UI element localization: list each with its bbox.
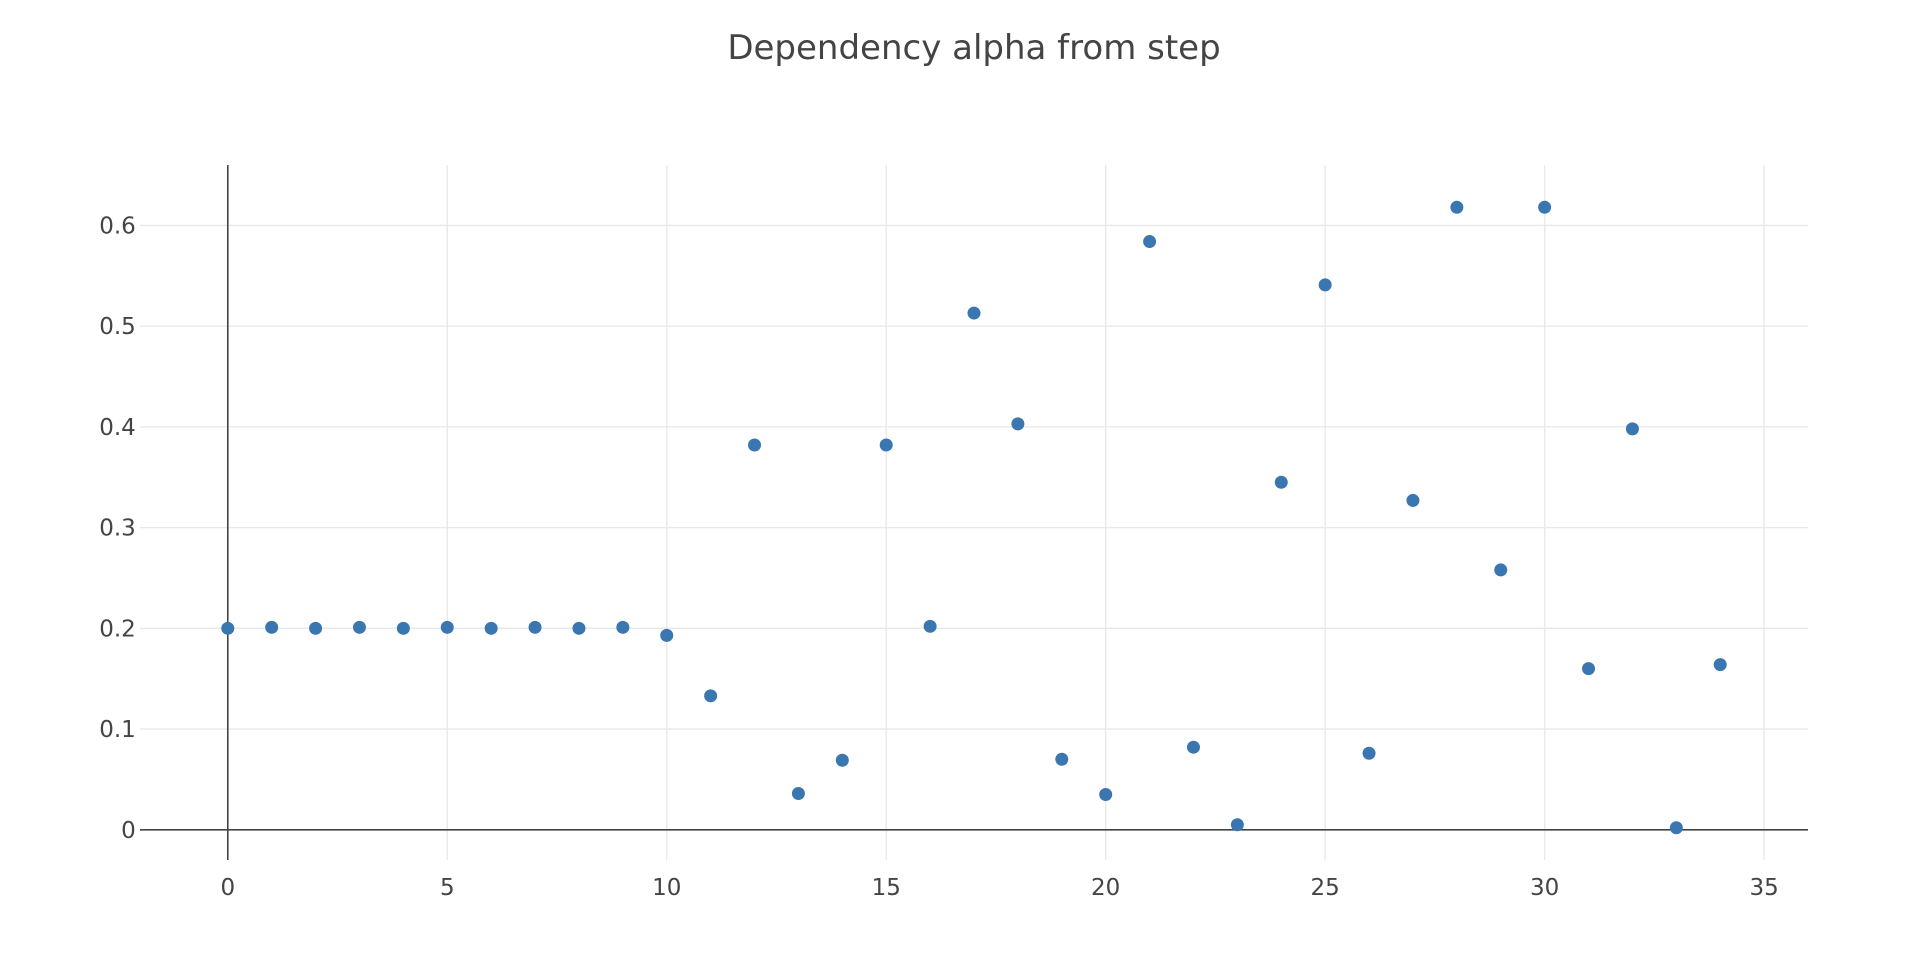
data-point xyxy=(1055,752,1069,766)
tick-labels: 0 5 10 15 20 25 30 35 0 0.1 0.2 0.3 0.4 0.5 0.6 xyxy=(99,213,1779,900)
data-point xyxy=(1186,740,1200,754)
y-tick-label: 0 xyxy=(121,818,136,844)
x-tick-label: 0 xyxy=(220,875,235,901)
data-point xyxy=(484,621,498,635)
data-point xyxy=(748,438,762,452)
data-point xyxy=(660,628,674,642)
chart-title: Dependency alpha from step xyxy=(727,28,1221,68)
axes xyxy=(140,165,1808,860)
data-point xyxy=(923,619,937,633)
data-point xyxy=(616,620,630,634)
x-tick-label: 20 xyxy=(1091,875,1120,901)
data-point xyxy=(1625,422,1639,436)
data-point xyxy=(396,621,410,635)
data-point xyxy=(967,306,981,320)
x-tick-label: 30 xyxy=(1530,875,1559,901)
data-point xyxy=(879,438,893,452)
data-point xyxy=(1099,788,1113,802)
data-point xyxy=(309,621,323,635)
data-point xyxy=(352,620,366,634)
gridlines xyxy=(140,165,1808,860)
y-tick-label: 0.3 xyxy=(99,516,136,542)
data-point xyxy=(1230,818,1244,832)
data-point xyxy=(1494,563,1508,577)
data-point xyxy=(572,621,586,635)
data-point xyxy=(1143,235,1157,249)
data-point xyxy=(265,620,279,634)
x-tick-label: 35 xyxy=(1749,875,1778,901)
data-point xyxy=(1318,278,1332,292)
data-points xyxy=(221,200,1727,835)
y-tick-label: 0.4 xyxy=(99,415,136,441)
data-point xyxy=(528,620,542,634)
data-point xyxy=(440,620,454,634)
y-tick-label: 0.1 xyxy=(99,717,136,743)
y-tick-label: 0.5 xyxy=(99,314,136,340)
data-point xyxy=(1669,821,1683,835)
data-point xyxy=(221,621,235,635)
x-tick-label: 10 xyxy=(652,875,681,901)
data-point xyxy=(835,753,849,767)
data-point xyxy=(1538,200,1552,214)
x-tick-label: 15 xyxy=(872,875,901,901)
x-tick-label: 5 xyxy=(440,875,455,901)
data-point xyxy=(791,787,805,801)
data-point xyxy=(1450,200,1464,214)
data-point xyxy=(1274,475,1288,489)
data-point xyxy=(1406,493,1420,507)
data-point xyxy=(1713,658,1727,672)
y-tick-label: 0.6 xyxy=(99,213,136,239)
y-tick-label: 0.2 xyxy=(99,616,136,642)
x-tick-label: 25 xyxy=(1311,875,1340,901)
data-point xyxy=(1582,662,1596,676)
data-point xyxy=(704,689,718,703)
data-point xyxy=(1362,746,1376,760)
data-point xyxy=(1011,417,1025,431)
